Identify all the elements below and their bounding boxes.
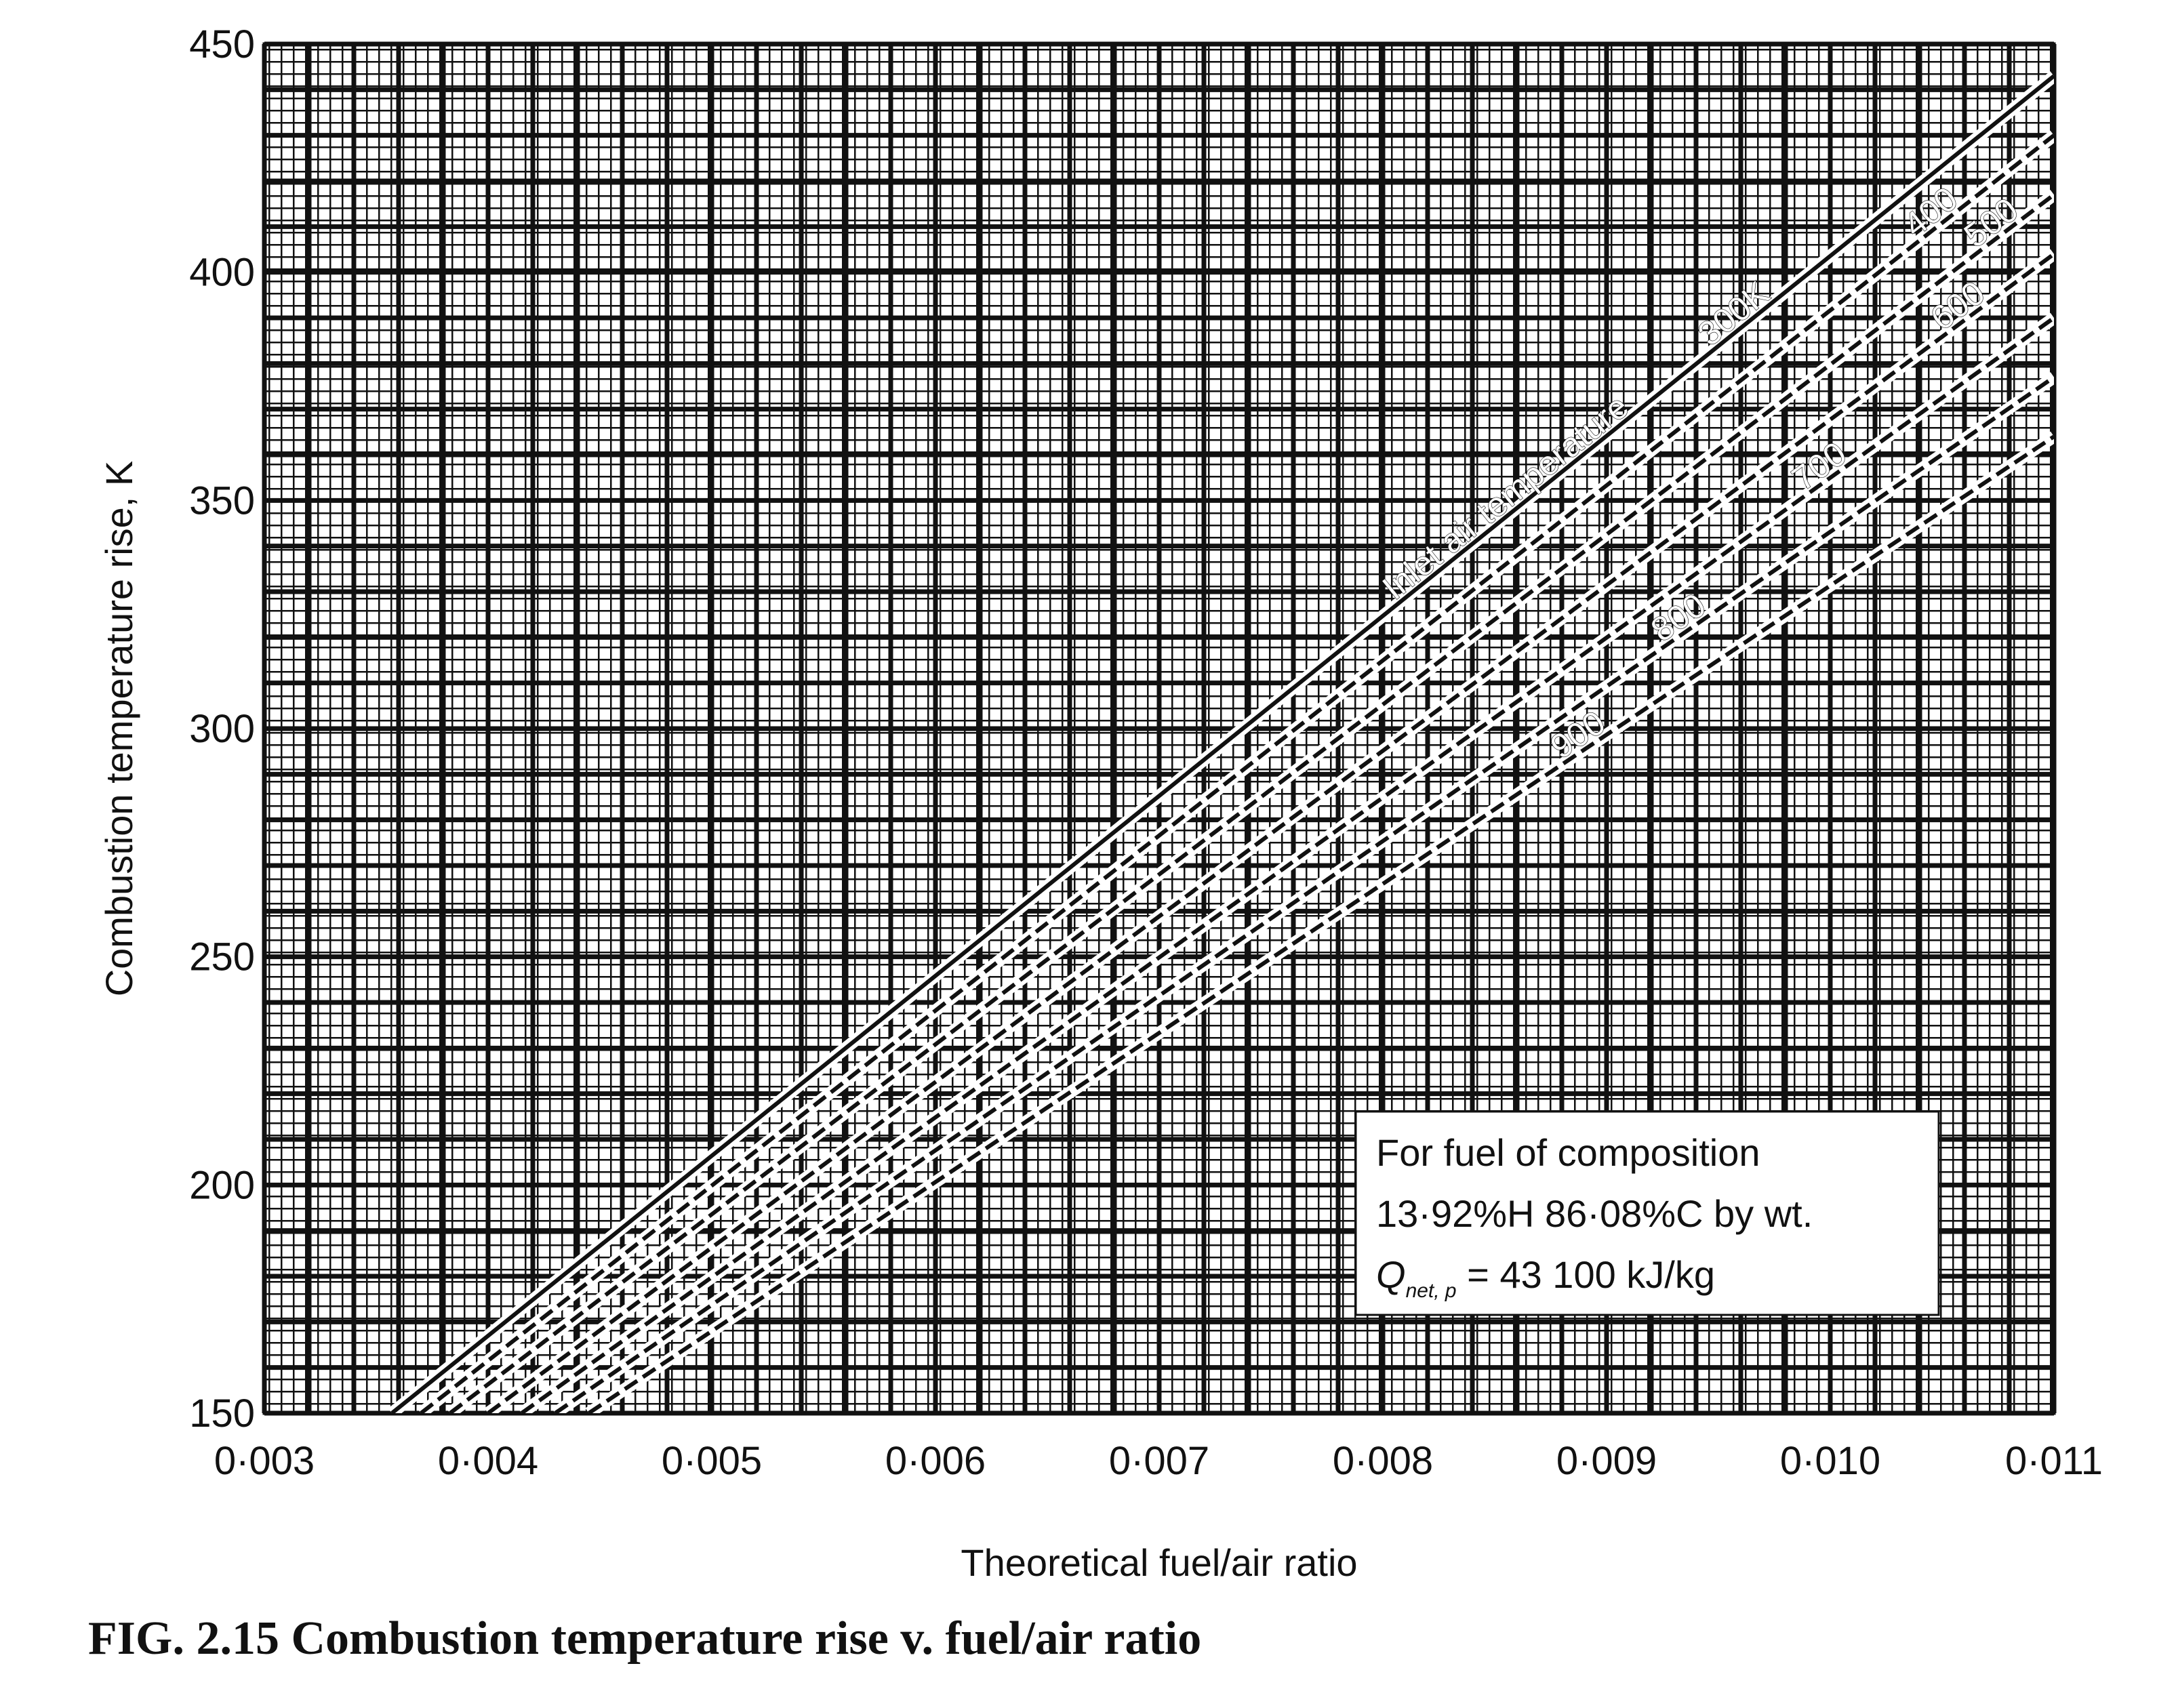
y-tick-label: 150 — [189, 1391, 255, 1436]
x-tick-label: 0·006 — [885, 1439, 986, 1483]
x-tick-label: 0·010 — [1780, 1439, 1880, 1483]
series-halo-600 — [484, 249, 2054, 1413]
series-halo-800 — [551, 372, 2054, 1413]
series-line-500 — [449, 192, 2054, 1413]
annotation-q-value: = 43 100 kJ/kg — [1457, 1253, 1715, 1296]
y-tick-label: 350 — [189, 479, 255, 523]
series-layer — [388, 71, 2054, 1413]
x-tick-label: 0·004 — [438, 1439, 538, 1483]
y-tick-label: 450 — [189, 22, 255, 66]
annotation-box: For fuel of composition 13·92%H 86·08%C … — [1354, 1110, 1940, 1316]
annotation-line-2: 13·92%H 86·08%C by wt. — [1376, 1192, 1813, 1235]
x-tick-label: 0·007 — [1109, 1439, 1209, 1483]
plot-frame — [262, 42, 2056, 1415]
series-line-900 — [587, 434, 2054, 1413]
y-axis-label: Combustion temperature rise, K — [98, 461, 140, 997]
annotation-line-1: For fuel of composition — [1376, 1131, 1760, 1174]
annotation-q-subscript: net, p — [1406, 1280, 1457, 1302]
x-ticks: 0·003 0·004 0·005 0·006 0·007 0·008 0·009 0·010… — [214, 1439, 2103, 1483]
y-tick-label: 400 — [189, 251, 255, 295]
annotation-q-symbol: Q — [1376, 1253, 1406, 1296]
annotation-line-3: Qnet, p = 43 100 kJ/kg — [1376, 1253, 1715, 1302]
x-tick-label: 0·003 — [214, 1439, 315, 1483]
x-tick-label: 0·008 — [1333, 1439, 1433, 1483]
x-tick-label: 0·005 — [662, 1439, 762, 1483]
y-tick-label: 250 — [189, 935, 255, 979]
series-line-300K — [390, 74, 2054, 1413]
y-ticks: 150 200 250 300 350 400 450 — [189, 22, 255, 1436]
x-tick-label: 0·011 — [2005, 1439, 2103, 1483]
series-line-700 — [520, 316, 2054, 1413]
series-line-400 — [420, 134, 2054, 1413]
figure-caption: FIG. 2.15 Combustion temperature rise v.… — [88, 1612, 1201, 1665]
x-axis-label: Theoretical fuel/air ratio — [961, 1541, 1357, 1584]
x-tick-label: 0·009 — [1556, 1439, 1657, 1483]
y-tick-label: 300 — [189, 707, 255, 751]
y-tick-label: 200 — [189, 1163, 255, 1207]
